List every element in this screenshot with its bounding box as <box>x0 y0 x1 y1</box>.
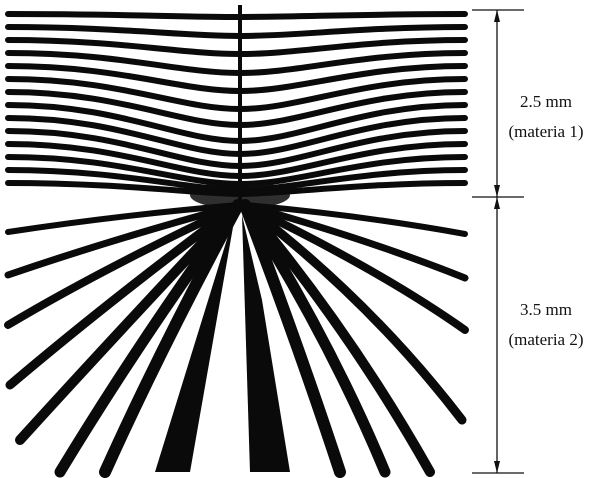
lower-material: (materia 2) <box>508 330 583 349</box>
upper-length: 2.5 mm <box>520 92 572 111</box>
page: 2.5 mm (materia 1) 3.5 mm (materia 2) ((… <box>0 0 606 478</box>
figure: 2.5 mm (materia 1) 3.5 mm (materia 2) <box>0 0 606 478</box>
fringe-pattern <box>8 5 465 475</box>
upper-material: (materia 1) <box>508 122 583 141</box>
dimension-lines <box>472 10 524 473</box>
lower-length: 3.5 mm <box>520 300 572 319</box>
fringe <box>8 14 465 17</box>
